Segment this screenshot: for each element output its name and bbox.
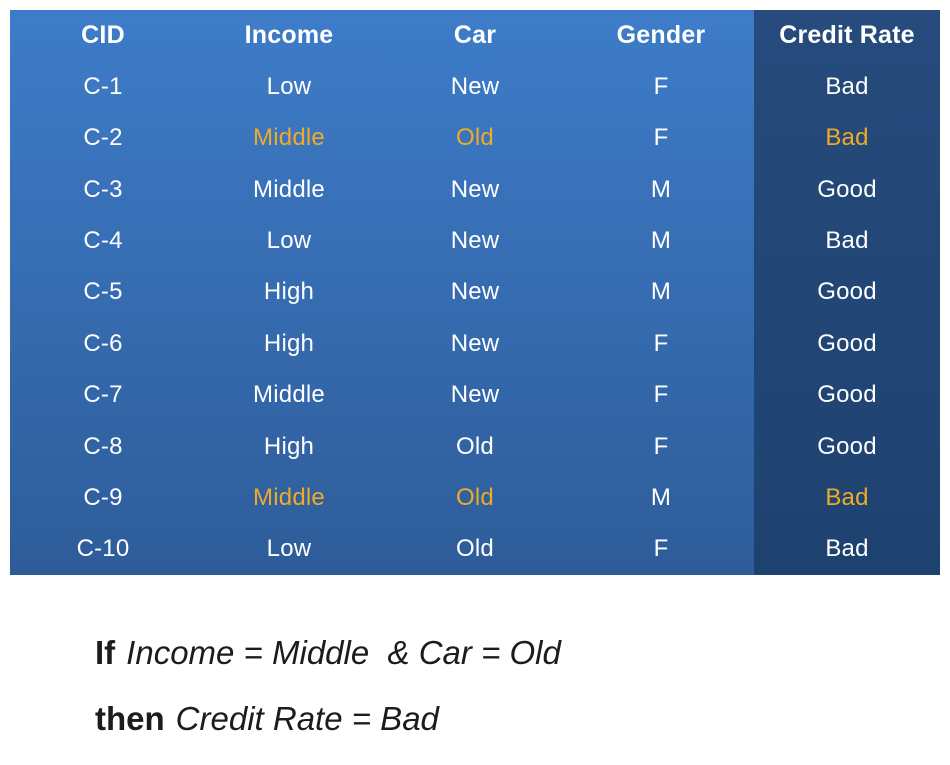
cell-credit-rate: Bad (825, 124, 869, 152)
cell-income: High (263, 329, 315, 357)
table-row: C-5 High New M Good (10, 267, 940, 318)
cell-income: Low (266, 535, 312, 563)
cell-income: Low (266, 227, 312, 255)
cell-credit-rate: Bad (825, 73, 869, 101)
cell-gender: F (653, 381, 669, 409)
rule-result: Credit Rate = Bad (175, 700, 439, 737)
table-row: C-8 High Old F Good (10, 421, 940, 472)
rule-annotation: If Income = Middle & Car = Old then Cred… (95, 620, 561, 752)
cell-cid: C-10 (76, 535, 130, 563)
cell-income: Middle (253, 124, 325, 152)
table-row: C-9 Middle Old M Bad (10, 472, 940, 523)
cell-income: High (263, 278, 315, 306)
table-row: C-3 Middle New M Good (10, 164, 940, 215)
cell-car: New (450, 227, 500, 255)
table-header-row: CID Income Car Gender Credit Rate (10, 10, 940, 61)
rule-line-then: then Credit Rate = Bad (95, 686, 561, 752)
cell-car: Old (456, 483, 494, 511)
cell-credit-rate: Bad (825, 227, 869, 255)
table-row: C-1 Low New F Bad (10, 61, 940, 112)
cell-credit-rate: Good (817, 329, 877, 357)
rule-if-keyword: If (95, 634, 116, 671)
cell-credit-rate: Good (817, 432, 877, 460)
cell-car: New (450, 73, 500, 101)
table-row: C-10 Low Old F Bad (10, 524, 940, 575)
cell-car: New (450, 175, 500, 203)
column-header-car: Car (453, 21, 497, 50)
table-row: C-6 High New F Good (10, 318, 940, 369)
rule-then-keyword: then (95, 700, 165, 737)
cell-income: Middle (253, 175, 325, 203)
cell-cid: C-7 (83, 381, 123, 409)
cell-credit-rate: Bad (825, 483, 869, 511)
cell-income: Middle (253, 483, 325, 511)
rule-line-if: If Income = Middle & Car = Old (95, 620, 561, 686)
cell-car: New (450, 278, 500, 306)
cell-cid: C-4 (83, 227, 123, 255)
cell-cid: C-2 (83, 124, 123, 152)
rule-condition: Income = Middle & Car = Old (126, 634, 561, 671)
cell-cid: C-1 (83, 73, 123, 101)
cell-income: High (263, 432, 315, 460)
cell-car: Old (456, 535, 494, 563)
cell-gender: F (653, 124, 669, 152)
cell-cid: C-9 (83, 483, 123, 511)
credit-rate-table: CID Income Car Gender Credit Rate C-1 Lo… (10, 10, 940, 575)
cell-cid: C-6 (83, 329, 123, 357)
credit-rate-column-background (754, 10, 940, 575)
column-header-gender: Gender (616, 21, 706, 50)
cell-gender: F (653, 73, 669, 101)
cell-income: Middle (253, 381, 325, 409)
cell-car: Old (456, 432, 494, 460)
table-row: C-4 Low New M Bad (10, 215, 940, 266)
cell-gender: F (653, 432, 669, 460)
cell-credit-rate: Good (817, 381, 877, 409)
table-row: C-7 Middle New F Good (10, 370, 940, 421)
column-header-credit-rate: Credit Rate (779, 21, 915, 50)
cell-gender: M (650, 227, 672, 255)
cell-car: New (450, 381, 500, 409)
cell-credit-rate: Bad (825, 535, 869, 563)
cell-cid: C-5 (83, 278, 123, 306)
cell-gender: M (650, 483, 672, 511)
cell-gender: F (653, 535, 669, 563)
cell-gender: M (650, 278, 672, 306)
table-row: C-2 Middle Old F Bad (10, 113, 940, 164)
cell-car: New (450, 329, 500, 357)
cell-gender: M (650, 175, 672, 203)
cell-credit-rate: Good (817, 278, 877, 306)
cell-gender: F (653, 329, 669, 357)
cell-cid: C-3 (83, 175, 123, 203)
cell-credit-rate: Good (817, 175, 877, 203)
column-header-cid: CID (81, 21, 125, 50)
cell-car: Old (456, 124, 494, 152)
cell-income: Low (266, 73, 312, 101)
column-header-income: Income (244, 21, 334, 50)
cell-cid: C-8 (83, 432, 123, 460)
